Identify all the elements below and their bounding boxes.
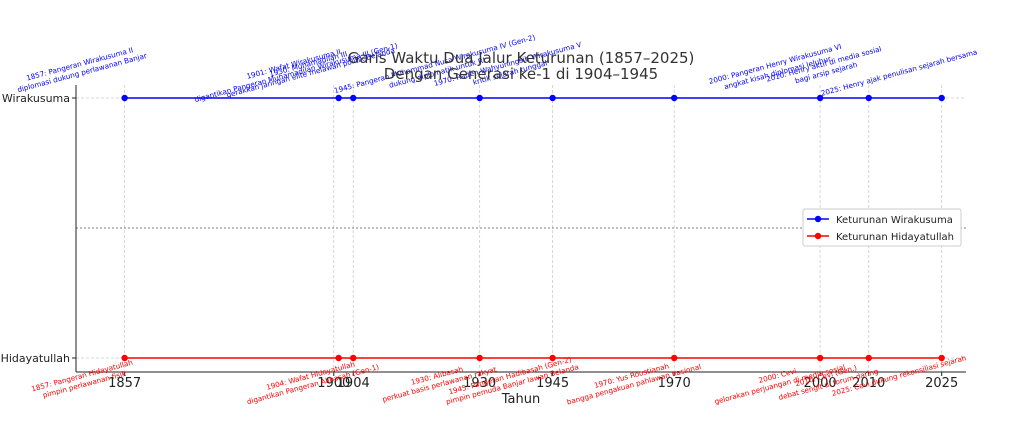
x-tick-label: 1900 xyxy=(317,376,350,391)
data-point xyxy=(816,94,824,102)
legend-box xyxy=(802,208,962,247)
data-point xyxy=(816,354,824,362)
data-point xyxy=(350,354,357,362)
data-point xyxy=(865,94,872,102)
y-tick-label: Wirakusuma xyxy=(2,92,70,105)
data-point xyxy=(549,354,556,362)
x-tick-label: 2025 xyxy=(925,376,958,391)
data-point xyxy=(670,94,678,102)
data-point xyxy=(335,94,342,102)
x-tick-label: 2000 xyxy=(804,376,837,391)
x-axis-label: Tahun xyxy=(501,392,540,407)
data-point xyxy=(350,94,357,102)
x-tick-label: 1904 xyxy=(337,376,370,391)
data-point xyxy=(476,354,483,362)
legend-label: Keturunan Wirakusuma xyxy=(836,215,953,226)
data-point xyxy=(335,354,342,362)
legend-marker xyxy=(814,215,822,223)
x-tick-label: 1945 xyxy=(536,376,569,391)
legend-label: Keturunan Hidayatullah xyxy=(836,232,954,243)
axes xyxy=(75,85,966,373)
data-point xyxy=(865,354,872,362)
y-tick-label: Hidayatullah xyxy=(1,352,70,365)
data-point xyxy=(476,94,483,102)
data-point xyxy=(938,94,945,102)
data-point xyxy=(938,354,945,362)
x-tick-label: 1970 xyxy=(658,376,691,391)
data-point xyxy=(549,94,556,102)
data-point xyxy=(670,354,678,362)
chart-subtitle: Dengan Generasi ke-1 di 1904–1945 xyxy=(384,65,658,83)
chart-title: Garis Waktu Dua Jalur Keturunan (1857–20… xyxy=(348,49,695,67)
x-tick-label: 2010 xyxy=(852,376,885,391)
x-tick-label: 1930 xyxy=(463,376,496,391)
data-point xyxy=(121,354,128,362)
legend: Keturunan Wirakusuma Keturunan Hidayatull… xyxy=(802,208,962,247)
series-points xyxy=(121,94,945,362)
legend-marker xyxy=(814,232,822,240)
x-tick-label: 1857 xyxy=(108,376,141,391)
data-point xyxy=(121,94,128,102)
